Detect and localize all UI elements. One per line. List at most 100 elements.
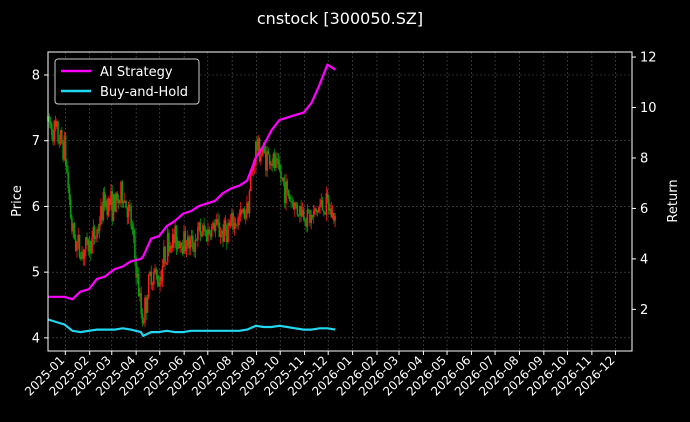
price-bar (233, 222, 236, 229)
price-bar (328, 198, 330, 211)
price-bar (214, 224, 217, 232)
price-bar (97, 229, 100, 231)
y-tick-label-right: 10 (640, 101, 657, 116)
price-bar (110, 191, 112, 206)
price-bar (316, 211, 319, 213)
price-bar (61, 130, 63, 143)
price-bar (68, 187, 71, 200)
price-bar (270, 163, 272, 165)
price-bar (256, 141, 258, 151)
price-bar (324, 211, 326, 215)
price-bar (92, 226, 95, 238)
price-bar (203, 225, 205, 232)
buy-and-hold-line (47, 318, 336, 337)
price-bar (171, 234, 174, 249)
price-bar (238, 216, 241, 218)
price-bar (291, 201, 294, 203)
y-tick-label-right: 4 (640, 252, 648, 267)
y-axis-label-left: Price (10, 185, 25, 217)
price-bar (64, 135, 67, 164)
price-bar (53, 120, 56, 142)
price-bar (112, 194, 115, 221)
price-bar (107, 198, 110, 216)
price-bar (108, 198, 111, 206)
price-bar (150, 271, 153, 285)
price-bar (218, 222, 221, 237)
price-bar (72, 223, 74, 232)
price-bar (69, 199, 72, 218)
price-bar (260, 156, 262, 162)
price-bar (305, 221, 307, 227)
price-bar (195, 240, 198, 241)
price-bar (101, 205, 103, 221)
price-bar (118, 200, 121, 204)
price-bar (95, 237, 97, 239)
price-bar (179, 242, 182, 249)
price-bar (160, 276, 163, 281)
price-bar (103, 191, 106, 208)
price-bar (189, 239, 192, 249)
y-tick-label-right: 8 (640, 151, 648, 166)
y-tick-label-right: 2 (640, 303, 648, 318)
price-bar (149, 271, 151, 275)
price-bar (193, 249, 195, 252)
price-bar (66, 163, 68, 173)
price-bar (56, 121, 58, 127)
price-bar (131, 225, 134, 230)
price-bar (268, 154, 271, 165)
price-bar (71, 217, 73, 232)
price-bar (88, 241, 91, 252)
price-bar (90, 241, 92, 254)
price-bar (281, 177, 284, 179)
price-bar (142, 321, 145, 324)
price-bar (297, 214, 300, 216)
price-bar (106, 200, 108, 216)
price-bar (226, 230, 228, 243)
price-bar (170, 245, 173, 249)
ai-strategy-line (48, 63, 336, 301)
price-bar (246, 202, 248, 215)
price-bar (241, 209, 243, 213)
price-bar (124, 200, 126, 203)
price-bar (161, 265, 164, 281)
legend-label-bh: Buy-and-Hold (100, 85, 188, 100)
price-bar (158, 282, 160, 287)
price-bar (321, 199, 324, 211)
price-bar (200, 235, 203, 237)
y-tick-label-left: 8 (32, 69, 40, 84)
price-bar (330, 208, 333, 218)
chart-title: cnstock [300050.SZ] (257, 9, 423, 28)
price-bar (175, 225, 178, 250)
price-bar (302, 209, 305, 219)
price-bar (188, 236, 190, 249)
price-bar (50, 123, 53, 135)
price-bar (156, 275, 159, 283)
price-bar (164, 246, 166, 263)
price-bar (49, 122, 52, 124)
legend: AI Strategy Buy-and-Hold (54, 58, 200, 105)
price-bar (135, 258, 137, 278)
price-bar (84, 237, 87, 250)
price-bar (159, 276, 161, 287)
price-bar (234, 222, 237, 226)
price-bar (334, 216, 336, 221)
price-bar (212, 222, 214, 227)
price-bar (249, 175, 252, 192)
price-bar (57, 121, 59, 143)
price-bar (190, 235, 193, 240)
price-bar (213, 222, 216, 232)
price-bar (282, 177, 285, 183)
price-bar (210, 226, 213, 237)
price-bar (273, 153, 276, 169)
price-bar (197, 226, 199, 241)
price-bar (261, 152, 263, 157)
y-tick-label-right: 6 (640, 202, 648, 217)
price-bar (265, 152, 267, 171)
price-bar (98, 223, 101, 231)
price-bar (276, 158, 278, 161)
price-bar (137, 273, 140, 297)
price-bar (96, 229, 98, 238)
price-bar (275, 158, 277, 169)
price-bar (76, 242, 78, 251)
price-bar (54, 120, 57, 127)
